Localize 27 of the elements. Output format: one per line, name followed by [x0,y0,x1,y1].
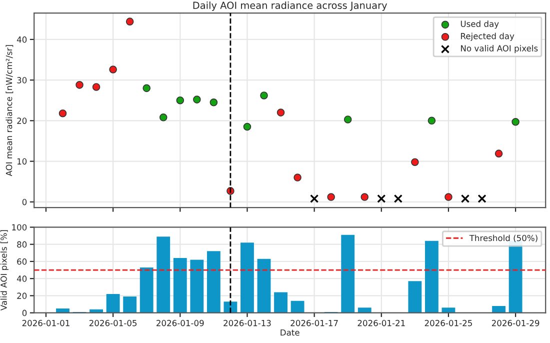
y-tick-label: 60 [17,258,27,265]
x-tick-label: 2026-01-17 [290,320,338,326]
x-tick-label: 2026-01-01 [22,320,70,326]
legend-label: No valid AOI pixels [461,45,538,54]
legend-label: Rejected day [461,32,514,41]
y-tick-label: 20 [17,118,27,124]
legend-label: Used day [460,20,499,29]
x-tick-label: 2026-01-09 [156,320,204,326]
x-tick-label: 2026-01-29 [492,320,540,326]
legend-label: Threshold (50%) [469,234,538,242]
y-tick-label: 20 [17,292,27,299]
x-tick-label: 2026-01-21 [358,320,405,326]
y-tick-label: 80 [17,241,27,248]
y-tick-label: 0 [22,198,27,206]
y-tick-label: 0 [22,310,27,316]
chart-title: Daily AOI mean radiance across January [193,1,388,11]
y-axis-title: AOI mean radiance [nW/cm²/sr] [6,45,14,176]
y-tick-label: 10 [17,158,27,165]
x-tick-label: 2026-01-13 [224,320,271,326]
y-tick-label: 40 [16,276,27,282]
y-tick-label: 100 [12,224,27,230]
y-axis-title: Valid AOI pixels [%] [0,230,8,310]
y-tick-label: 30 [17,77,27,84]
x-tick-label: 2026-01-25 [424,320,472,326]
x-axis-title: Date [280,329,300,336]
y-tick-label: 40 [16,36,27,43]
x-tick-label: 2026-01-05 [89,320,137,326]
